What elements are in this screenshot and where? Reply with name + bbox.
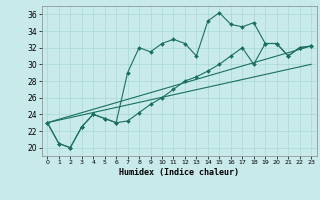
X-axis label: Humidex (Indice chaleur): Humidex (Indice chaleur): [119, 168, 239, 177]
